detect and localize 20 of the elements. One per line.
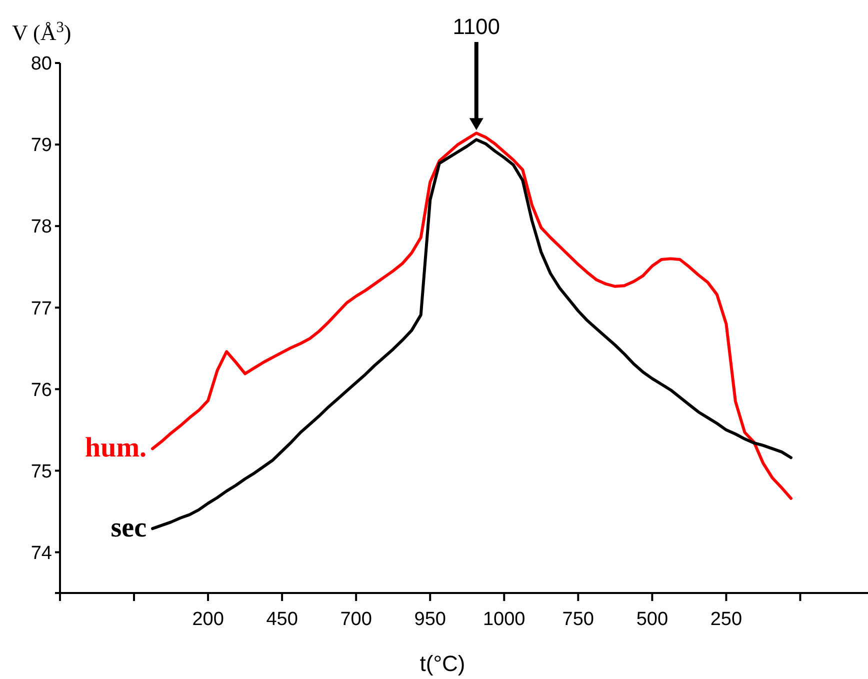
y-tick-label: 76	[30, 380, 52, 401]
y-tick-label: 78	[30, 216, 52, 238]
series-label: sec	[110, 512, 147, 544]
x-tick-label: 1000	[482, 609, 526, 630]
y-tick-label: 80	[30, 54, 52, 75]
x-tick-label: 250	[710, 609, 742, 630]
x-tick-label: 950	[414, 609, 446, 630]
x-axis-title: t(°C)	[420, 651, 466, 676]
y-tick-label: 77	[30, 298, 52, 320]
x-tick-label: 500	[636, 609, 668, 630]
x-tick-label: 200	[192, 609, 224, 630]
text: 1100	[452, 14, 500, 39]
y-tick-label: 79	[30, 135, 52, 156]
y-tick-label: 75	[30, 461, 52, 482]
x-tick-label: 750	[562, 609, 594, 630]
series-label: hum.	[85, 432, 147, 464]
y-axis-title: V (Å$^{3}$)	[12, 18, 72, 45]
y-tick-label: 74	[30, 542, 52, 564]
x-tick-label: 700	[340, 609, 372, 630]
x-tick-label: 450	[266, 609, 298, 630]
